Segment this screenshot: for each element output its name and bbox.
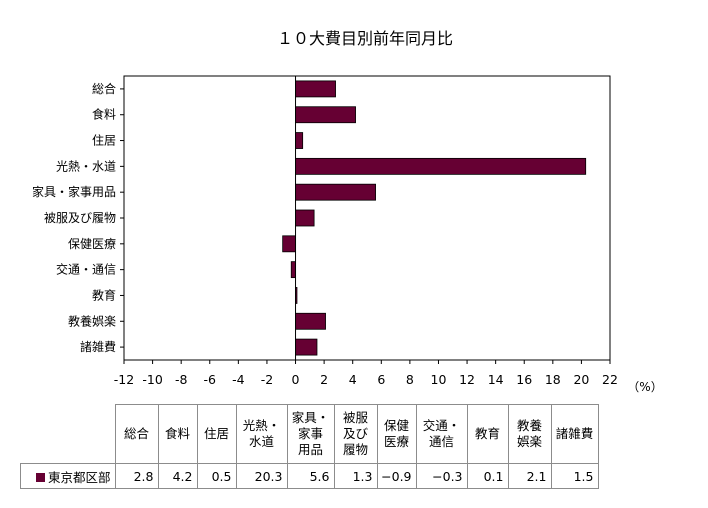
bar-2 bbox=[295, 106, 356, 124]
x-tick-label: -2 bbox=[261, 372, 273, 387]
column-header-text: 交通・ 通信 bbox=[422, 418, 461, 449]
value-cell: 2.1 bbox=[507, 463, 552, 489]
column-header-text: 教養 娯楽 bbox=[516, 418, 542, 449]
bar-chart: １０大費目別前年同月比 総合食料住居光熱・水道家具・家事用品被服及び履物保健医療… bbox=[32, 29, 663, 394]
unit-label: （%） bbox=[627, 380, 662, 394]
data-table: 総合 食料 住居 光熱・ 水道 家具・ 家事 用品 被服 及び 履物 保健 医療 交通・ 通信 教育 教養 娯楽諸… bbox=[20, 404, 599, 489]
x-tick-label: 8 bbox=[406, 372, 414, 387]
plot-area bbox=[123, 75, 611, 361]
value-cell: 5.6 bbox=[286, 463, 335, 489]
column-header-text: 被服 及び 履物 bbox=[342, 410, 368, 457]
column-header-text: 住居 bbox=[203, 426, 229, 441]
column-header-text: 教育 bbox=[474, 426, 500, 441]
column-header: 光熱・ 水道 bbox=[235, 404, 288, 464]
x-tick-label: 18 bbox=[545, 372, 561, 387]
x-tick-label: -10 bbox=[142, 372, 162, 387]
x-tick-label: 14 bbox=[488, 372, 504, 387]
category-label: 教育 bbox=[92, 287, 116, 302]
category-label: 保健医療 bbox=[68, 237, 116, 251]
x-tick-label: 0 bbox=[292, 372, 300, 387]
column-header: 教養 娯楽 bbox=[507, 404, 552, 464]
value-cell: −0.3 bbox=[415, 463, 468, 489]
column-header: 教育 bbox=[466, 404, 509, 464]
value-cell: 1.5 bbox=[550, 463, 599, 489]
x-tick-label: -4 bbox=[232, 372, 245, 387]
x-tick-label: -8 bbox=[175, 372, 188, 387]
value-cell: 0.5 bbox=[196, 463, 237, 489]
chart-title: １０大費目別前年同月比 bbox=[277, 29, 453, 48]
value-cell: −0.9 bbox=[376, 463, 417, 489]
category-label: 住居 bbox=[92, 134, 116, 148]
x-tick-label: -6 bbox=[204, 372, 217, 387]
column-header-text: 総合 bbox=[123, 426, 149, 441]
bar-5 bbox=[295, 183, 376, 201]
row-label-cell: 東京都区部 bbox=[20, 463, 116, 489]
table-row: 東京都区部 2.8 4.2 0.5 20.3 5.6 1.3 −0.9 −0.3 0.1 2.1 1… bbox=[20, 463, 599, 489]
column-header: 被服 及び 履物 bbox=[333, 404, 378, 464]
bar-3 bbox=[295, 132, 304, 149]
x-tick-label: 16 bbox=[516, 372, 532, 387]
bar-4 bbox=[295, 157, 587, 175]
x-tick-label: -12 bbox=[114, 372, 134, 387]
bar-10 bbox=[295, 312, 326, 330]
x-tick-label: 20 bbox=[573, 372, 589, 387]
legend-swatch bbox=[35, 472, 45, 482]
bar-11 bbox=[295, 338, 318, 356]
category-label: 交通・通信 bbox=[56, 262, 116, 277]
category-label: 教養娯楽 bbox=[68, 313, 116, 328]
column-header: 総合 bbox=[114, 404, 159, 464]
column-header: 家具・ 家事 用品 bbox=[286, 404, 335, 464]
column-header: 保健 医療 bbox=[376, 404, 417, 464]
bar-1 bbox=[295, 80, 336, 98]
column-header: 交通・ 通信 bbox=[415, 404, 468, 464]
bar-8 bbox=[290, 261, 296, 279]
bar-6 bbox=[295, 209, 315, 227]
table-corner bbox=[20, 404, 116, 464]
column-header-text: 諸雑費 bbox=[555, 426, 594, 441]
x-tick-label: 4 bbox=[349, 372, 357, 387]
value-cell: 4.2 bbox=[157, 463, 198, 489]
column-header-text: 食料 bbox=[164, 426, 190, 441]
column-header-text: 家具・ 家事 用品 bbox=[291, 410, 330, 457]
value-cell: 2.8 bbox=[114, 463, 159, 489]
row-label: 東京都区部 bbox=[47, 469, 111, 485]
column-header: 食料 bbox=[157, 404, 198, 464]
x-tick-label: 22 bbox=[602, 372, 618, 387]
column-header-text: 光熱・ 水道 bbox=[242, 418, 281, 449]
category-label: 家具・家事用品 bbox=[32, 184, 116, 199]
category-label: 食料 bbox=[92, 107, 116, 122]
x-tick-label: 10 bbox=[431, 372, 447, 387]
column-header-text: 保健 医療 bbox=[383, 418, 409, 449]
value-cell: 0.1 bbox=[466, 463, 509, 489]
bar-7 bbox=[282, 235, 296, 253]
column-header: 諸雑費 bbox=[550, 404, 599, 464]
value-cell: 1.3 bbox=[333, 463, 378, 489]
x-tick-label: 2 bbox=[320, 372, 328, 387]
category-label: 諸雑費 bbox=[80, 339, 116, 354]
value-cell: 20.3 bbox=[235, 463, 288, 489]
column-header: 住居 bbox=[196, 404, 237, 464]
table-header-row: 総合 食料 住居 光熱・ 水道 家具・ 家事 用品 被服 及び 履物 保健 医療 交通・ 通信 教育 教養 娯楽諸… bbox=[20, 404, 599, 464]
x-tick-label: 12 bbox=[459, 372, 475, 387]
category-label: 光熱・水道 bbox=[56, 159, 116, 173]
category-label: 被服及び履物 bbox=[44, 211, 116, 225]
x-tick-label: 6 bbox=[377, 372, 385, 387]
category-label: 総合 bbox=[92, 81, 116, 96]
